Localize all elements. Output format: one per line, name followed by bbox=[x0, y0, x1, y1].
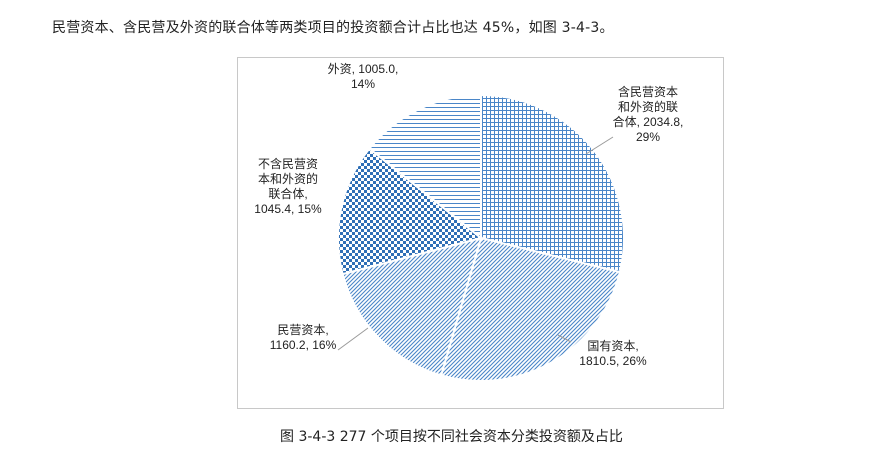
slice-label-line: 1810.5, 26% bbox=[579, 354, 647, 368]
slice-label-line: 含民营资本 bbox=[618, 84, 678, 99]
slice-label-line: 民营资本, bbox=[277, 323, 328, 337]
leader-lines bbox=[337, 136, 614, 351]
leader-line bbox=[337, 327, 369, 351]
slice-label-line: 1160.2, 16% bbox=[270, 338, 337, 352]
slice-label-line: 本和外资的 bbox=[258, 171, 318, 186]
intro-paragraph: 民营资本、含民营及外资的联合体等两类项目的投资额合计占比也达 45%，如图 3-… bbox=[52, 20, 614, 36]
pie-slice bbox=[368, 93, 482, 241]
slice-label: 民营资本, 1160.2, 16% bbox=[270, 323, 337, 352]
slice-label: 含民营资本和外资的联合体, 2034.8, 29% bbox=[613, 84, 684, 144]
pie-slices bbox=[337, 93, 625, 382]
pie-slice bbox=[341, 236, 483, 377]
slice-label: 外资, 1005.0, 14% bbox=[328, 62, 399, 91]
slice-label-line: 国有资本, bbox=[587, 339, 638, 353]
slice-label-line: 合体, 2034.8, bbox=[613, 114, 684, 129]
pie-slice bbox=[439, 236, 622, 382]
leader-line bbox=[557, 334, 572, 343]
slice-label-line: 和外资的联 bbox=[618, 99, 678, 114]
figure-caption: 图 3-4-3 277 个项目按不同社会资本分类投资额及占比 bbox=[280, 429, 623, 445]
slice-labels: 含民营资本和外资的联合体, 2034.8, 29% 国有资本, 1810.5, 26%… bbox=[254, 62, 683, 368]
slice-label: 不含民营资本和外资的联合体, 1045.4, 15% bbox=[254, 156, 322, 216]
slice-label-line: 14% bbox=[351, 77, 375, 91]
slice-label-line: 不含民营资 bbox=[258, 156, 318, 171]
slice-label-line: 29% bbox=[636, 130, 660, 144]
pie-chart: 含民营资本和外资的联合体, 2034.8, 29% 国有资本, 1810.5, 26%… bbox=[254, 62, 683, 382]
leader-line bbox=[585, 136, 614, 155]
slice-label: 国有资本, 1810.5, 26% bbox=[579, 339, 647, 368]
slice-label-line: 1045.4, 15% bbox=[254, 202, 322, 216]
chart-frame: 含民营资本和外资的联合体, 2034.8, 29% 国有资本, 1810.5, 26%… bbox=[237, 57, 724, 409]
pie-slice bbox=[337, 147, 484, 276]
slice-label-line: 外资, 1005.0, bbox=[328, 62, 399, 76]
slice-label-line: 联合体, bbox=[268, 186, 307, 201]
